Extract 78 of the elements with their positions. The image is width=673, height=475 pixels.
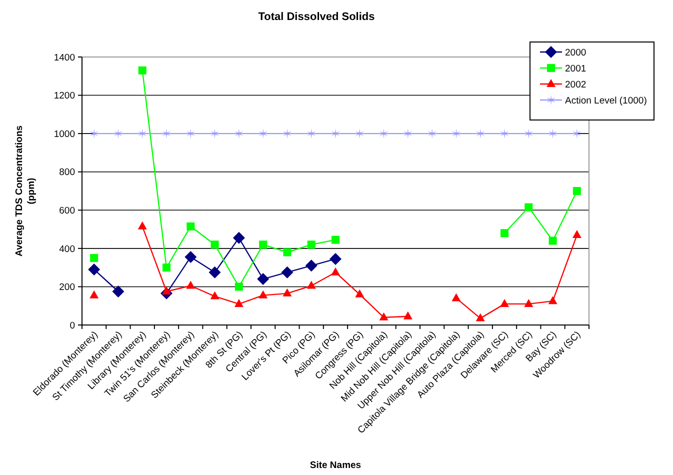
x-axis-title: Site Names (310, 460, 362, 471)
point (331, 267, 340, 276)
point (282, 128, 292, 139)
point (476, 128, 485, 139)
point (305, 260, 318, 272)
point (332, 236, 340, 244)
point (138, 221, 147, 230)
point (452, 128, 461, 139)
legend-label: 2001 (565, 63, 586, 74)
point (500, 229, 508, 238)
point (186, 222, 195, 230)
point (330, 252, 342, 265)
y-tick-label: 1000 (54, 128, 75, 140)
point (162, 264, 170, 272)
y-tick-label: 1200 (54, 90, 75, 102)
point (548, 296, 558, 304)
point (548, 236, 557, 245)
point (257, 273, 270, 286)
point (210, 128, 220, 139)
point (379, 128, 388, 139)
point (186, 280, 196, 289)
y-tick-label: 800 (59, 167, 75, 178)
legend-label: 2002 (565, 79, 586, 90)
legend-label: 2000 (565, 47, 586, 58)
point (572, 128, 582, 139)
point (234, 298, 244, 307)
point (379, 312, 388, 320)
point (138, 128, 147, 139)
point (355, 289, 364, 298)
y-tick-label: 0 (70, 320, 75, 332)
point (452, 293, 461, 302)
point (524, 128, 533, 139)
point (258, 128, 268, 139)
point (114, 128, 123, 139)
point (258, 290, 268, 298)
legend-label: Action Level (1000) (565, 95, 647, 106)
point (112, 286, 124, 298)
point (90, 254, 98, 262)
point (232, 232, 245, 244)
point (355, 128, 364, 139)
point (404, 128, 412, 139)
point (210, 291, 220, 300)
point (208, 266, 221, 278)
point (524, 298, 534, 307)
point (90, 128, 98, 139)
y-tick-label: 400 (59, 244, 75, 255)
point (88, 263, 100, 276)
y-tick-label: 600 (59, 205, 75, 216)
point (234, 282, 243, 291)
point (476, 313, 485, 322)
point (428, 128, 436, 139)
point (259, 240, 268, 249)
point (524, 203, 533, 212)
point (572, 230, 582, 238)
y-tick-label: 200 (59, 282, 75, 294)
y-axis-title: Average TDS Concentrations (ppm) (14, 125, 37, 257)
point (162, 286, 171, 294)
point (572, 187, 581, 195)
point (186, 128, 195, 139)
chart-title: Total Dissolved Solids (258, 11, 375, 23)
point (90, 290, 99, 298)
point (500, 298, 509, 307)
point (282, 288, 292, 296)
point (138, 66, 146, 74)
point (283, 248, 292, 256)
point (548, 128, 558, 139)
y-tick-label: 1400 (54, 52, 75, 64)
point (234, 128, 244, 139)
point (306, 280, 316, 289)
point (162, 128, 171, 139)
point (210, 240, 219, 249)
point (331, 128, 340, 139)
point (281, 266, 294, 278)
point (307, 128, 316, 139)
point (307, 240, 316, 249)
point (184, 251, 197, 264)
point (500, 128, 509, 139)
point (403, 311, 412, 320)
